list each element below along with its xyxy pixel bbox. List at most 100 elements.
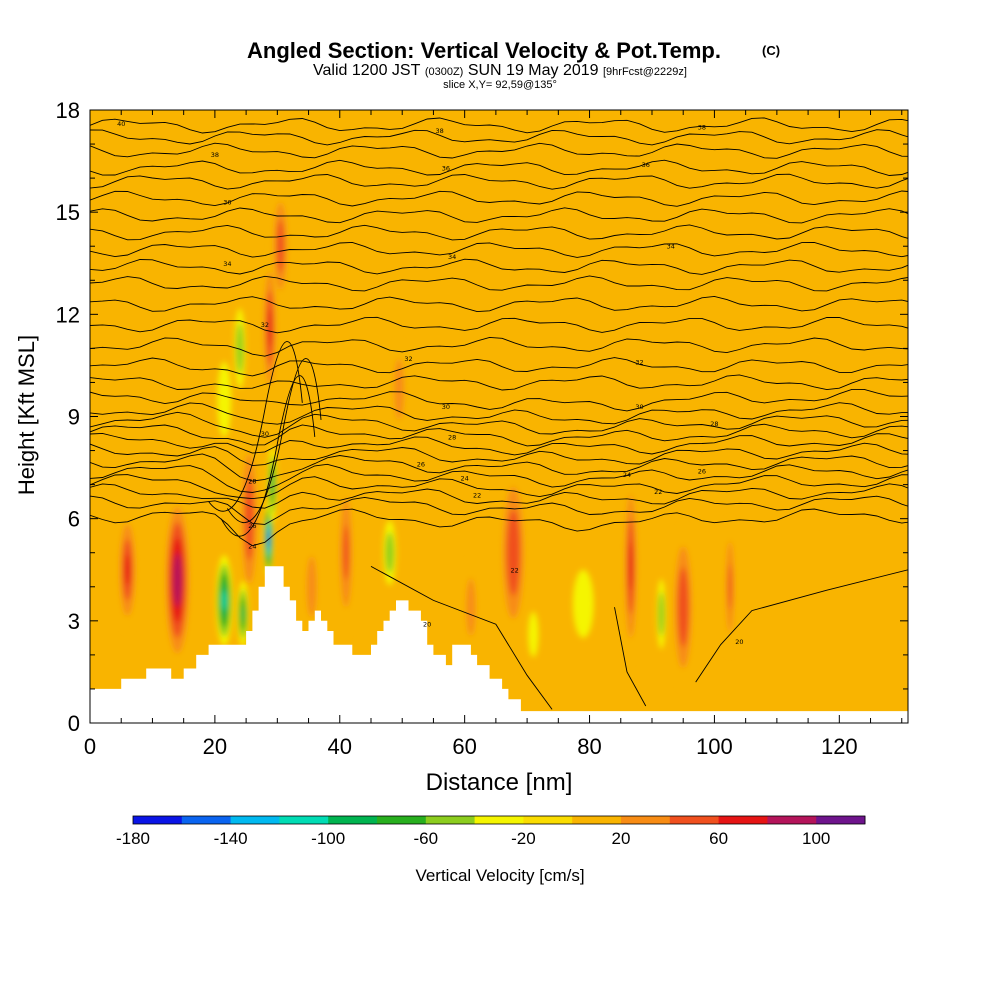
- updraft-cell-8: [463, 559, 479, 655]
- x-axis-label: Distance [nm]: [426, 769, 573, 796]
- velocity-field: [117, 184, 736, 689]
- isentrope-line: [90, 117, 908, 134]
- downdraft-contour: [222, 590, 227, 611]
- updraft-cell-10: [623, 470, 639, 662]
- colorbar-tick-label: -180: [116, 829, 150, 848]
- isentrope-line: [90, 336, 908, 357]
- isentrope-line: [90, 463, 908, 493]
- isentrope-label: 22: [654, 488, 662, 496]
- y-tick-label: 6: [68, 507, 80, 532]
- downdraft-contour: [217, 361, 232, 438]
- downdraft-contour: [572, 569, 594, 638]
- isentrope-label: 26: [248, 522, 256, 530]
- isentrope-line: [90, 258, 908, 275]
- updraft-contour: [506, 509, 521, 596]
- isentrope-label: 36: [442, 164, 450, 172]
- y-tick-label: 0: [68, 711, 80, 736]
- updraft-cell-0: [117, 508, 138, 632]
- isentrope-line: [90, 453, 908, 482]
- x-axis: 0 20 40 60 80 100 120: [84, 110, 903, 759]
- isentrope-line: [90, 483, 908, 509]
- colorbar-bin: [621, 816, 671, 824]
- updraft-cell-11: [671, 525, 695, 689]
- y-tick-label: 15: [56, 200, 80, 225]
- downdraft-contour: [385, 532, 394, 574]
- y-axis-label: Height [Kft MSL]: [14, 335, 39, 495]
- colorbar: [132, 815, 866, 825]
- isentrope-line: [90, 129, 908, 146]
- isentrope-label: 34: [667, 243, 675, 251]
- colorbar-bin: [279, 816, 329, 824]
- isentrope-label: 24: [623, 471, 631, 479]
- colorbar-tick-label: 100: [802, 829, 830, 848]
- downdraft-cell-103: [267, 446, 277, 523]
- x-tick-label: 100: [696, 734, 733, 759]
- isentrope-line: [90, 357, 908, 377]
- updraft-cell-3: [262, 253, 278, 403]
- chart-subtitle: Valid 1200 JST (0300Z) SUN 19 May 2019 […: [313, 62, 687, 79]
- isentrope-line: [90, 173, 908, 190]
- isentrope-line: [90, 142, 908, 159]
- isentrope-line: [90, 411, 908, 438]
- isentrope-label: 22: [473, 491, 481, 499]
- isentrope-line: [90, 495, 908, 525]
- updraft-contour: [343, 525, 349, 580]
- downdraft-cell-104: [234, 308, 246, 389]
- updraft-contour: [628, 542, 633, 591]
- y-tick-label: 9: [68, 405, 80, 430]
- updraft-contour: [394, 358, 404, 420]
- isentrope-line: [90, 190, 908, 207]
- colorbar-label: Vertical Velocity [cm/s]: [415, 866, 584, 885]
- colorbar-bin: [718, 816, 768, 824]
- isentrope-label: 34: [223, 260, 231, 268]
- x-tick-label: 80: [577, 734, 601, 759]
- isentrope-line: [90, 374, 908, 391]
- colorbar-tick-label: -140: [214, 829, 248, 848]
- isentrope-label: 34: [448, 253, 456, 261]
- colorbar-bin: [474, 816, 524, 824]
- colorbar-bin: [816, 816, 866, 824]
- terrain: [90, 566, 908, 723]
- isentrope-line: [90, 159, 908, 176]
- isentrope-line: [90, 508, 908, 547]
- isentrope-label: 36: [223, 198, 231, 206]
- colorbar-tick-label: -20: [511, 829, 536, 848]
- slice-label: slice X,Y= 92,59@135°: [443, 79, 557, 91]
- updraft-contour: [466, 578, 476, 636]
- isentrope-labels: 40 38 36 34 32 30 28 26 24 38 36 34 32 30 28 26 24 22 22 20…: [117, 120, 743, 646]
- isentrope-label: 28: [710, 420, 718, 428]
- isentrope-lines: [90, 117, 908, 710]
- isentrope-label: 28: [248, 478, 256, 486]
- isentrope-line: [370, 565, 553, 710]
- colorbar-bin: [181, 816, 232, 824]
- y-tick-label: 3: [68, 609, 80, 634]
- x-tick-label: 120: [821, 734, 858, 759]
- isentrope-label: 26: [698, 467, 706, 475]
- isentrope-label: 28: [448, 433, 456, 441]
- downdraft-contour: [241, 605, 245, 623]
- plot-area: 40 38 36 34 32 30 28 26 24 38 36 34 32 30 28 26 24 22 22 20…: [90, 110, 908, 723]
- updraft-contour: [276, 219, 285, 273]
- isentrope-label: 38: [436, 127, 444, 135]
- downdraft-contour: [658, 591, 665, 637]
- downdraft-cell-0: [572, 569, 594, 638]
- downdraft-contour: [271, 475, 274, 495]
- isentrope-label: 36: [642, 161, 650, 169]
- updraft-contour: [728, 564, 732, 610]
- isentrope-label: 38: [211, 151, 219, 159]
- isentrope-line: [90, 474, 908, 500]
- y-tick-label: 12: [56, 302, 80, 327]
- colorbar-bin: [377, 816, 427, 824]
- colorbar-bin: [230, 816, 280, 824]
- isentrope-label: 20: [735, 638, 743, 646]
- x-tick-label: 40: [328, 734, 352, 759]
- isentrope-line: [90, 316, 908, 334]
- isentrope-line: [90, 275, 908, 292]
- updraft-contour: [306, 556, 317, 618]
- colorbar-bin: [328, 816, 378, 824]
- chart-title: Angled Section: Vertical Velocity & Pot.…: [247, 38, 721, 63]
- isentrope-line: [90, 442, 908, 467]
- downdraft-cell-106: [656, 579, 666, 649]
- updraft-cell-12: [724, 518, 736, 655]
